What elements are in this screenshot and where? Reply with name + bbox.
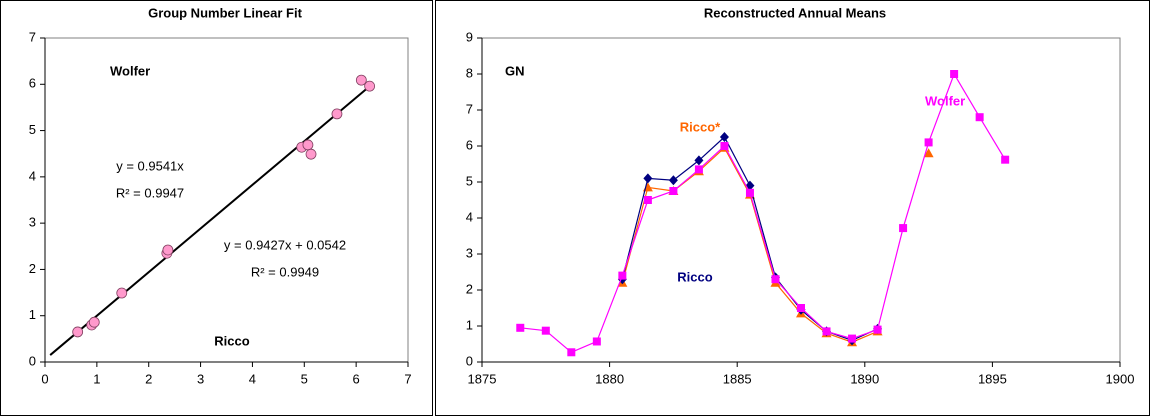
y-tick-label: 8 — [466, 65, 473, 80]
y-tick-label: 4 — [29, 168, 36, 183]
annotation: R² = 0.9947 — [116, 185, 184, 200]
x-tick-label: 5 — [301, 371, 308, 386]
marker — [694, 155, 704, 166]
marker — [592, 337, 601, 346]
marker — [873, 325, 882, 334]
series-line — [621, 146, 878, 343]
x-tick-label: 1885 — [723, 371, 752, 386]
point — [162, 244, 174, 256]
y-tick-label: 1 — [466, 317, 473, 332]
x-tick-label: 1875 — [468, 371, 497, 386]
series-line — [621, 136, 878, 342]
marker — [950, 70, 959, 78]
y-tick-label: 7 — [466, 101, 473, 116]
chart-title: Group Number Linear Fit — [148, 5, 303, 20]
x-tick-label: 1 — [93, 371, 100, 386]
marker — [643, 173, 653, 184]
y-tick-label: 3 — [29, 215, 36, 230]
y-tick-label: 0 — [29, 353, 36, 368]
x-tick-label: 1880 — [595, 371, 624, 386]
y-tick-label: 6 — [466, 137, 473, 152]
marker — [1001, 155, 1010, 164]
right-panel — [435, 0, 1150, 416]
marker — [771, 275, 780, 284]
point — [302, 139, 314, 151]
y-tick-label: 5 — [29, 122, 36, 137]
y-tick-label: 2 — [466, 281, 473, 296]
annotation: y = 0.9427x + 0.0542 — [224, 237, 346, 252]
marker — [822, 327, 831, 336]
annotation: Ricco — [214, 333, 249, 348]
point — [355, 74, 367, 86]
series-label: Ricco — [677, 269, 712, 284]
x-tick-label: 2 — [145, 371, 152, 386]
marker — [899, 224, 908, 233]
marker — [924, 138, 933, 147]
x-tick-label: 3 — [197, 371, 204, 386]
point — [88, 316, 100, 328]
marker — [516, 323, 525, 332]
marker — [643, 196, 652, 204]
marker — [923, 148, 934, 158]
marker — [848, 334, 857, 343]
y-tick-label: 6 — [29, 76, 36, 91]
marker — [719, 132, 729, 142]
annotation: R² = 0.9949 — [251, 264, 319, 279]
annotation: Wolfer — [110, 63, 150, 78]
annotation: y = 0.9541x — [116, 158, 184, 173]
x-tick-label: 6 — [353, 371, 360, 386]
point — [331, 108, 343, 120]
point — [305, 148, 317, 160]
series-line — [520, 72, 1006, 353]
y-tick-label: 2 — [29, 261, 36, 276]
series-label: Wolfer — [925, 93, 965, 108]
trendline — [49, 88, 368, 356]
point — [364, 80, 376, 92]
y-tick-label: 0 — [466, 353, 473, 368]
y-tick-label: 9 — [466, 29, 473, 44]
y-tick-label: 7 — [29, 29, 36, 44]
marker — [618, 271, 627, 280]
marker — [669, 187, 678, 195]
x-tick-label: 7 — [404, 371, 411, 386]
marker — [668, 175, 678, 186]
marker — [975, 113, 984, 122]
marker — [745, 188, 754, 197]
x-tick-label: 1900 — [1106, 371, 1135, 386]
y-tick-label: 5 — [466, 173, 473, 188]
x-tick-label: 4 — [249, 371, 256, 386]
y-tick-label: 4 — [466, 209, 473, 224]
y-tick-label: 1 — [29, 307, 36, 322]
y-tick-label: 3 — [466, 245, 473, 260]
marker — [541, 326, 550, 335]
marker — [720, 142, 729, 150]
chart-title: Reconstructed Annual Means — [704, 5, 886, 20]
series-label: Ricco* — [680, 119, 721, 134]
point — [72, 326, 84, 338]
marker — [694, 165, 703, 174]
left-panel — [0, 0, 433, 416]
annotation: GN — [505, 63, 525, 78]
x-tick-label: 0 — [41, 371, 48, 386]
x-tick-label: 1890 — [850, 371, 879, 386]
x-tick-label: 1895 — [978, 371, 1007, 386]
marker — [797, 304, 805, 312]
point — [116, 287, 128, 299]
marker — [567, 348, 576, 357]
